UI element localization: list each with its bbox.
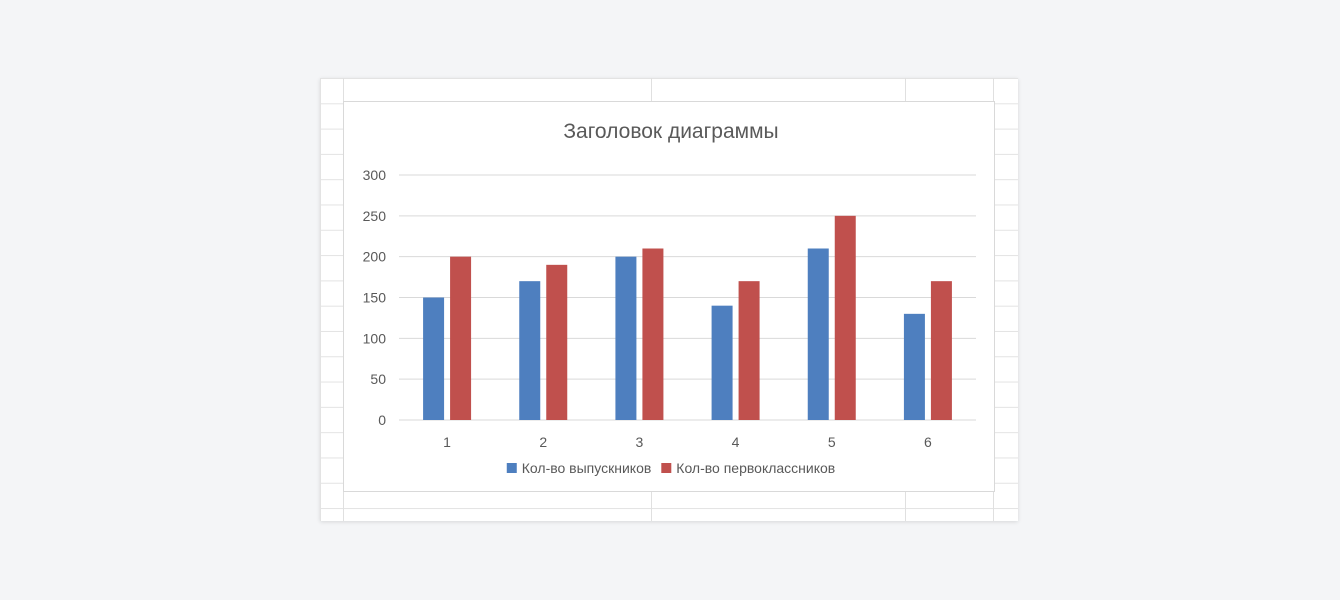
legend-label: Кол-во первоклассников: [676, 460, 835, 476]
bars: [423, 215, 952, 420]
legend-swatch: [506, 463, 517, 473]
x-tick-label: 4: [732, 434, 740, 450]
bar-series-2-category-6: [930, 281, 952, 420]
bar-series-1-category-1: [423, 297, 445, 420]
x-tick-label: 1: [443, 434, 451, 450]
legend: Кол-во выпускников Кол-во первоклассников: [506, 460, 835, 476]
chart-area[interactable]: Заголовок диаграммы 0 50 100 150 200 250 300 1…: [343, 101, 995, 492]
gridlines: [399, 174, 976, 421]
x-axis-tick-labels: 1 2 3 4 5 6: [443, 434, 932, 450]
bar-series-1-category-5: [807, 248, 829, 420]
x-tick-label: 3: [636, 434, 644, 450]
spreadsheet-background: Заголовок диаграммы 0 50 100 150 200 250 300 1…: [320, 78, 1018, 521]
bar-series-1-category-4: [711, 305, 733, 420]
legend-entry: Кол-во первоклассников: [661, 460, 835, 476]
chart-title: Заголовок диаграммы: [563, 120, 778, 143]
legend-label: Кол-во выпускников: [522, 460, 652, 476]
bar-series-1-category-3: [615, 256, 637, 420]
y-tick-label: 300: [363, 167, 387, 183]
bar-series-1-category-6: [903, 313, 925, 420]
bar-series-2-category-2: [546, 264, 568, 420]
x-tick-label: 2: [539, 434, 547, 450]
bar-series-2-category-5: [834, 215, 856, 420]
y-tick-label: 50: [370, 371, 386, 387]
y-tick-label: 0: [378, 412, 386, 428]
y-tick-label: 250: [363, 208, 387, 224]
bar-series-2-category-3: [642, 248, 664, 420]
y-tick-label: 200: [363, 249, 387, 265]
bar-chart: Заголовок диаграммы 0 50 100 150 200 250 300 1…: [363, 120, 976, 476]
legend-entry: Кол-во выпускников: [506, 460, 652, 476]
bar-series-1-category-2: [519, 281, 541, 420]
bar-series-2-category-4: [738, 281, 760, 420]
bar-series-2-category-1: [450, 256, 472, 420]
x-tick-label: 5: [828, 434, 836, 450]
legend-swatch: [661, 463, 672, 473]
x-tick-label: 6: [924, 434, 932, 450]
y-tick-label: 150: [363, 290, 387, 306]
y-axis-tick-labels: 0 50 100 150 200 250 300: [363, 167, 387, 428]
y-tick-label: 100: [363, 330, 387, 346]
